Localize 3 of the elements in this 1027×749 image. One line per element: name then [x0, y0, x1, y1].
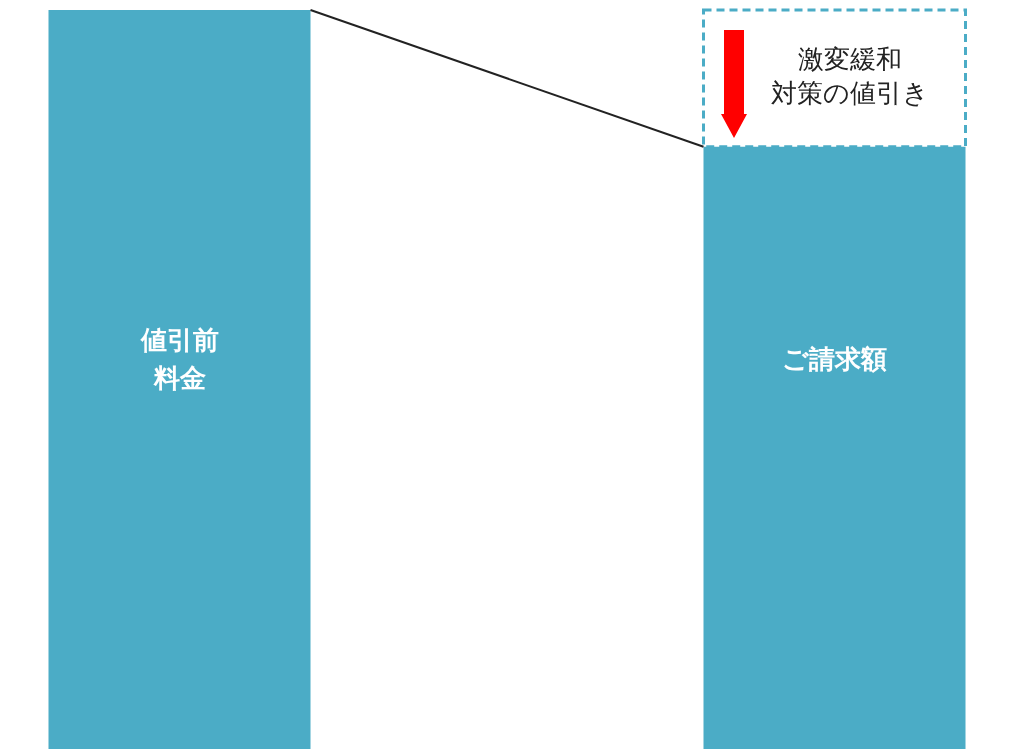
x-tick-label: 値引前料金 — [139, 324, 219, 393]
series-label: 激変緩和対策の値引き — [770, 44, 929, 109]
x-tick-label: ご請求額 — [782, 343, 887, 374]
